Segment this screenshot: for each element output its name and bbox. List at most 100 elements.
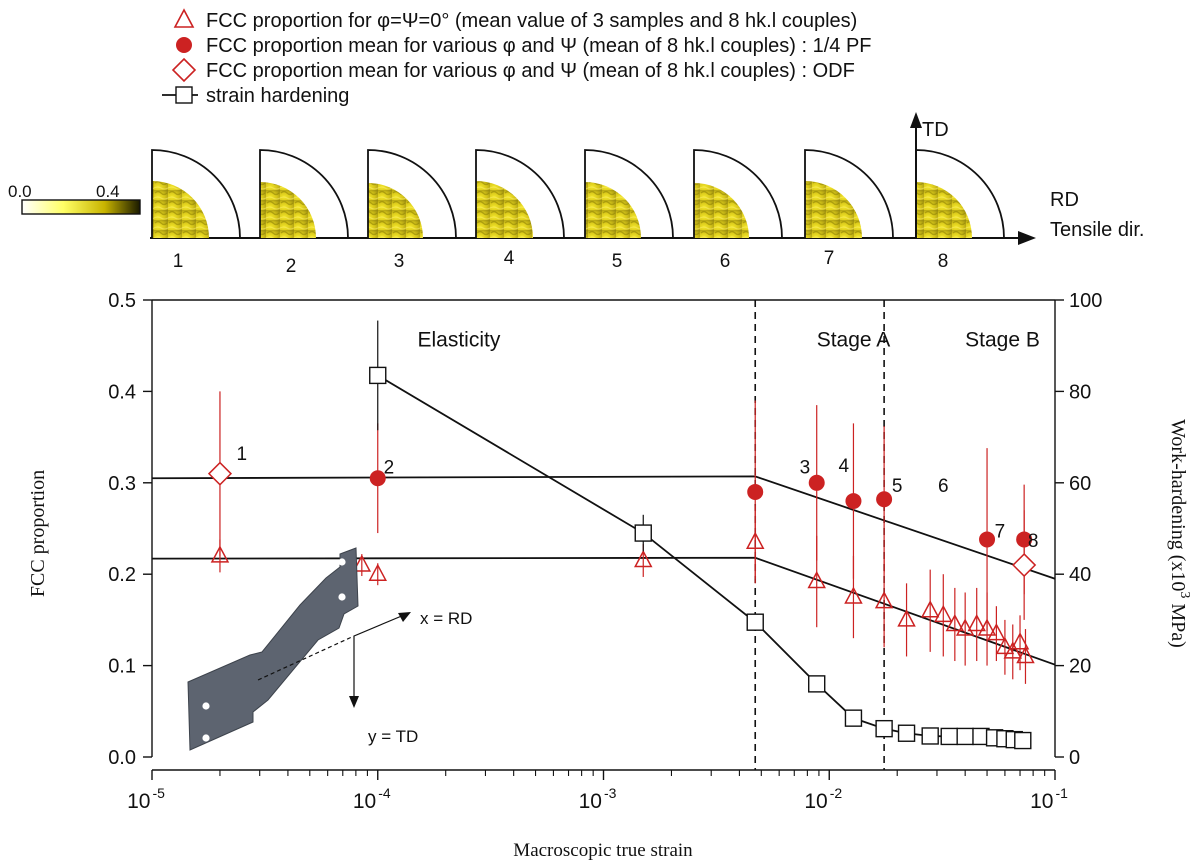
fcc-odf-mean-point	[207, 461, 233, 486]
fcc-zero-angle-point	[1010, 632, 1030, 650]
point-number-label: 2	[384, 458, 395, 479]
specimen-hole	[202, 702, 210, 710]
point-number-label: 6	[938, 476, 949, 497]
tensile-specimen-sketch: x = RD y = TD	[187, 547, 472, 751]
fcc-pf-mean-point	[876, 491, 893, 508]
specimen-hole	[202, 734, 210, 742]
strain-hardening-point	[940, 727, 958, 746]
y-tick-label: 0.4	[108, 381, 136, 403]
fcc-proportion-chart: 0.0 0.1 0.2 0.3 0.4 0.5 0 20 40 60 80 100 10 -5 10 -4 10…	[27, 290, 1192, 861]
pole-figure-label: 1	[173, 251, 184, 272]
strain-hardening-point	[634, 524, 652, 542]
y2-tick-label: 0	[1069, 747, 1080, 769]
pole-figure-outline	[367, 149, 457, 239]
x-tick-exponent: -3	[604, 785, 617, 801]
legend-circle-marker	[176, 37, 192, 53]
legend-label: FCC proportion for φ=Ψ=0° (mean value of…	[206, 10, 857, 32]
y2-tick-label: 80	[1069, 381, 1091, 403]
x-rd-arrow	[353, 614, 405, 637]
pole-figure-strip: 1 2 3 4 5 6 7 8 TD RD Tensile dir. 0.0 0.4	[8, 112, 1145, 277]
x-tick-exponent: -5	[152, 785, 165, 801]
x-tick-exponent: -2	[830, 785, 843, 801]
pole-figure-intensity	[260, 182, 316, 238]
x-axis-title: Macroscopic true strain	[513, 840, 693, 861]
y2-axis-title-exponent: 3	[1177, 591, 1192, 598]
fcc-zero-angle-point	[920, 600, 940, 618]
pole-figure-label: 3	[394, 251, 405, 272]
legend-entry: FCC proportion mean for various φ and Ψ …	[171, 57, 855, 83]
x-tick-exponent: -1	[1055, 785, 1068, 801]
fcc-zero-angle-point	[210, 545, 230, 563]
fcc-zero-angle-point	[934, 604, 953, 623]
fcc-zero-angle-point	[1016, 645, 1035, 664]
pole-figure-intensity	[805, 181, 862, 238]
pole-figure-intensity	[152, 181, 209, 238]
legend-label: FCC proportion mean for various φ and Ψ …	[206, 35, 872, 57]
fcc-zero-angle-point	[844, 586, 863, 604]
x-tick-label: 10 -3	[579, 785, 617, 813]
y-tick-label: 0.3	[108, 473, 136, 495]
legend-entry: strain hardening	[162, 85, 349, 107]
strain-hardening-point	[956, 727, 974, 746]
fcc-zero-angle-point	[874, 591, 894, 609]
x-tick-label: 10 -4	[353, 785, 391, 813]
pole-figure-label: 7	[824, 248, 835, 269]
pole-figure-outline	[259, 149, 349, 239]
strain-hardening-point	[369, 366, 387, 385]
pole-figure-outline	[915, 149, 1005, 239]
series-diamond	[207, 391, 1037, 620]
y-tick-label: 0.0	[108, 747, 136, 769]
fcc-zero-angle-point	[987, 623, 1006, 641]
fcc-pf-mean-point	[845, 493, 862, 510]
y2-tick-label: 20	[1069, 656, 1091, 678]
pole-figure: 3	[367, 149, 457, 272]
pole-figure-intensity	[916, 182, 972, 238]
strain-hardening-point	[875, 719, 893, 738]
fcc-zero-angle-point	[1003, 641, 1023, 659]
rd-label: RD	[1050, 189, 1079, 211]
specimen-hole	[338, 593, 346, 601]
pole-figure-label: 2	[286, 256, 297, 277]
pole-figure-label: 4	[504, 248, 515, 269]
specimen-axis-dashed	[257, 635, 355, 681]
legend-label: FCC proportion mean for various φ and Ψ …	[206, 60, 855, 82]
colorbar-min-label: 0.0	[8, 182, 32, 201]
td-label: TD	[922, 119, 949, 141]
legend-entry: FCC proportion mean for various φ and Ψ …	[176, 35, 872, 57]
legend-triangle-marker	[173, 8, 195, 28]
y2-tick-label: 40	[1069, 564, 1091, 586]
fcc-pf-mean-point	[979, 531, 996, 548]
fcc-zero-angle-point	[634, 549, 653, 568]
fcc-pf-mean-point	[369, 470, 386, 487]
pole-figure: 1	[151, 149, 241, 272]
td-axis-arrowhead	[910, 112, 922, 128]
fcc-zero-angle-point	[977, 618, 997, 636]
colorbar-max-label: 0.4	[96, 182, 120, 201]
colorbar	[21, 199, 141, 215]
legend-square-marker	[175, 86, 193, 104]
tensile-dir-label: Tensile dir.	[1050, 219, 1145, 241]
strain-hardening-point	[844, 709, 863, 727]
pole-figure: 7	[804, 149, 894, 269]
strain-hardening-point	[897, 724, 916, 742]
y-tick-label: 0.5	[108, 290, 136, 312]
strain-hardening-point	[921, 727, 939, 745]
point-number-label: 8	[1028, 531, 1039, 552]
x-tick-label: 10 -5	[127, 785, 165, 813]
specimen-shape	[187, 547, 359, 751]
x-tick-label: 10 -1	[1030, 785, 1068, 813]
specimen-hole	[338, 558, 346, 566]
fcc-zero-angle-point	[897, 609, 916, 627]
y-tick-label: 0.2	[108, 564, 136, 586]
pole-figure-intensity	[694, 183, 749, 238]
point-number-label: 5	[892, 476, 903, 497]
fcc-zero-angle-point	[967, 613, 986, 632]
series-square	[369, 320, 1032, 750]
pole-figure-label: 5	[612, 251, 623, 272]
pole-figure-outline	[584, 149, 674, 239]
y2-axis-title: Work-hardening (x103 MPa)	[1167, 419, 1192, 648]
pole-figure-intensity	[585, 182, 641, 238]
point-number-label: 1	[237, 444, 248, 465]
fcc-pf-mean-point	[808, 474, 825, 491]
stage-label: Stage B	[965, 329, 1040, 352]
